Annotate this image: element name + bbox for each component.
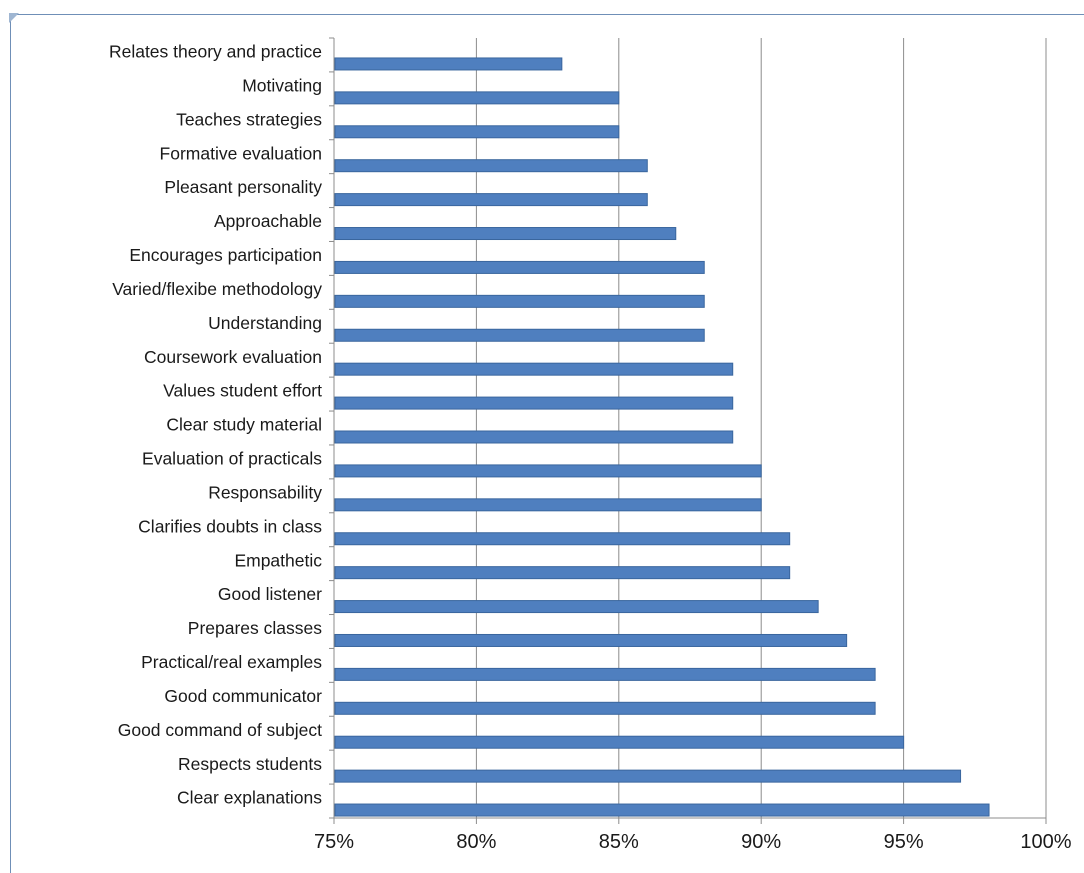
category-label: Clear study material — [166, 415, 322, 435]
category-label: Evaluation of practicals — [142, 449, 322, 469]
category-label: Coursework evaluation — [144, 347, 322, 367]
bar-good-listener — [335, 601, 818, 613]
x-tick-label: 100% — [1020, 831, 1071, 853]
category-label: Motivating — [242, 75, 322, 95]
x-tick-label: 85% — [599, 831, 639, 853]
bar-clear-explanations — [335, 804, 989, 816]
category-label: Practical/real examples — [141, 652, 322, 672]
bar-understanding — [335, 329, 704, 341]
category-label: Formative evaluation — [160, 143, 322, 163]
bars — [335, 58, 989, 816]
category-label: Clarifies doubts in class — [138, 516, 322, 536]
category-label: Good listener — [218, 584, 322, 604]
bar-motivating — [335, 92, 619, 104]
bar-relates-theory-and-practice — [335, 58, 562, 70]
x-tick-label: 80% — [456, 831, 496, 853]
x-tick-label: 95% — [884, 831, 924, 853]
bar-clarifies-doubts-in-class — [335, 533, 790, 545]
bar-coursework-evaluation — [335, 363, 733, 375]
bar-responsability — [335, 499, 761, 511]
category-label: Varied/flexibe methodology — [112, 279, 322, 299]
category-label: Understanding — [208, 313, 322, 333]
category-label: Teaches strategies — [176, 109, 322, 129]
bar-good-command-of-subject — [335, 736, 904, 748]
x-tick-label: 75% — [314, 831, 354, 853]
bar-teaches-strategies — [335, 126, 619, 138]
bar-respects-students — [335, 770, 961, 782]
bar-evaluation-of-practicals — [335, 465, 761, 477]
bar-values-student-effort — [335, 397, 733, 409]
category-label: Good command of subject — [118, 720, 322, 740]
bar-encourages-participation — [335, 261, 704, 273]
category-label: Relates theory and practice — [109, 42, 322, 62]
bar-formative-evaluation — [335, 160, 647, 172]
gridlines — [476, 38, 1046, 818]
bar-clear-study-material — [335, 431, 733, 443]
category-label: Clear explanations — [177, 788, 322, 808]
category-label: Values student effort — [163, 381, 322, 401]
bar-approachable — [335, 228, 676, 240]
x-tick-label: 90% — [741, 831, 781, 853]
category-label: Approachable — [214, 211, 322, 231]
category-label: Prepares classes — [188, 618, 322, 638]
bar-prepares-classes — [335, 634, 847, 646]
category-label: Encourages participation — [129, 245, 322, 265]
bar-good-communicator — [335, 702, 875, 714]
category-label: Empathetic — [234, 550, 322, 570]
category-labels: Relates theory and practice Motivating Tea… — [109, 42, 322, 808]
category-label: Respects students — [178, 754, 322, 774]
category-label: Good communicator — [164, 686, 322, 706]
bar-empathetic — [335, 567, 790, 579]
bar-pleasant-personality — [335, 194, 647, 206]
bar-varied-flexibe-methodology — [335, 295, 704, 307]
category-label: Responsability — [208, 482, 322, 502]
bar-practical-real-examples — [335, 668, 875, 680]
category-label: Pleasant personality — [164, 177, 322, 197]
x-tick-labels: 75% 80% 85% 90% 95% 100% — [314, 831, 1072, 853]
